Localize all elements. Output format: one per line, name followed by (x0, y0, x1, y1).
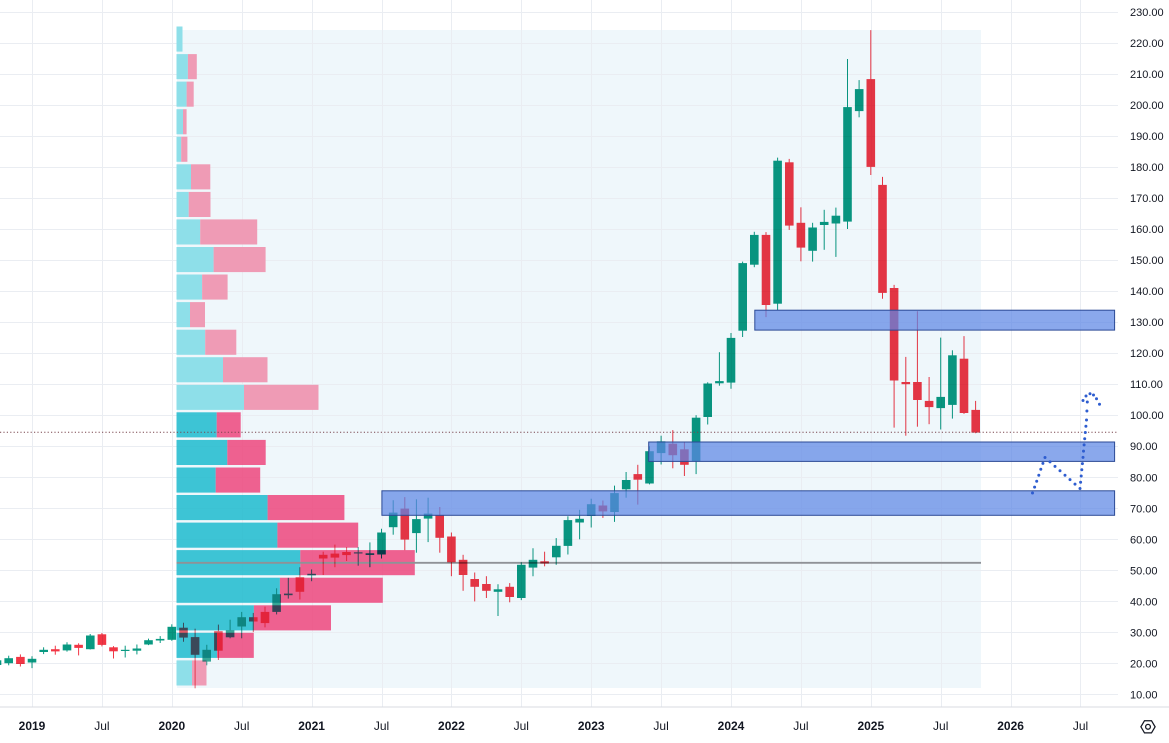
svg-text:80.00: 80.00 (1130, 472, 1158, 484)
svg-text:Jul: Jul (933, 719, 948, 733)
svg-text:110.00: 110.00 (1130, 379, 1163, 391)
svg-text:100.00: 100.00 (1130, 410, 1164, 422)
svg-text:Jul: Jul (793, 719, 808, 733)
svg-text:Jul: Jul (374, 719, 389, 733)
svg-text:10.00: 10.00 (1130, 690, 1158, 702)
svg-text:220.00: 220.00 (1130, 38, 1164, 50)
svg-text:Jul: Jul (234, 719, 249, 733)
svg-text:160.00: 160.00 (1130, 224, 1164, 236)
svg-text:2026: 2026 (997, 719, 1024, 733)
svg-text:Jul: Jul (653, 719, 668, 733)
svg-text:170.00: 170.00 (1130, 193, 1164, 205)
svg-text:2021: 2021 (298, 719, 325, 733)
svg-text:2025: 2025 (857, 719, 884, 733)
svg-text:40.00: 40.00 (1130, 596, 1158, 608)
svg-text:120.00: 120.00 (1130, 348, 1164, 360)
svg-text:Jul: Jul (514, 719, 529, 733)
svg-text:210.00: 210.00 (1130, 69, 1164, 81)
svg-text:30.00: 30.00 (1130, 627, 1158, 639)
svg-text:150.00: 150.00 (1130, 255, 1164, 267)
svg-text:230.00: 230.00 (1130, 7, 1164, 19)
svg-text:60.00: 60.00 (1130, 534, 1158, 546)
svg-text:2023: 2023 (578, 719, 605, 733)
svg-text:Jul: Jul (1073, 719, 1088, 733)
svg-text:2024: 2024 (718, 719, 745, 733)
svg-text:20.00: 20.00 (1130, 658, 1158, 670)
svg-text:Jul: Jul (94, 719, 109, 733)
svg-text:180.00: 180.00 (1130, 162, 1164, 174)
svg-text:70.00: 70.00 (1130, 503, 1158, 515)
svg-text:130.00: 130.00 (1130, 317, 1164, 329)
svg-text:50.00: 50.00 (1130, 565, 1158, 577)
svg-text:2020: 2020 (158, 719, 185, 733)
svg-text:140.00: 140.00 (1130, 286, 1164, 298)
svg-text:190.00: 190.00 (1130, 131, 1164, 143)
svg-text:2019: 2019 (19, 719, 46, 733)
svg-text:90.00: 90.00 (1130, 441, 1158, 453)
svg-text:200.00: 200.00 (1130, 100, 1164, 112)
svg-text:2022: 2022 (438, 719, 465, 733)
